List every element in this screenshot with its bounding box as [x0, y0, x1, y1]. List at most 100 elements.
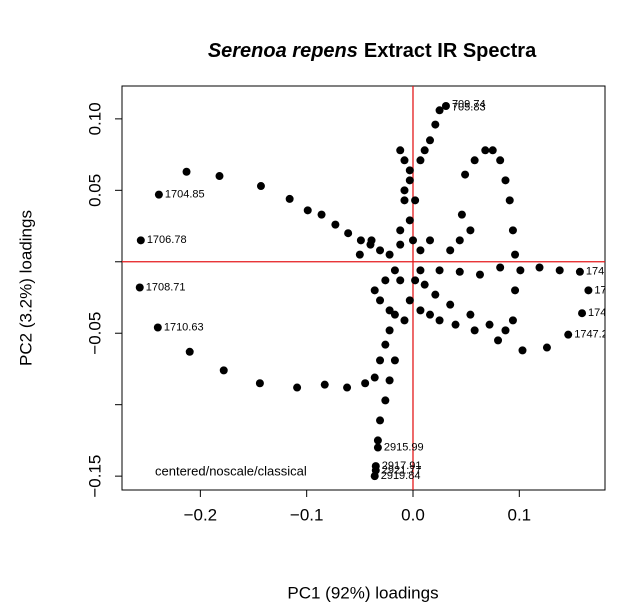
point	[370, 286, 379, 295]
point	[400, 186, 409, 195]
point	[411, 276, 420, 285]
point	[367, 236, 376, 245]
point	[154, 190, 163, 199]
point	[136, 236, 145, 245]
point	[435, 316, 444, 325]
point	[344, 229, 353, 238]
x-axis-label: PC1 (92%) loadings	[287, 583, 438, 602]
point	[182, 167, 191, 176]
point-label: 1745	[588, 307, 612, 319]
point	[451, 320, 460, 329]
point-label: 1741	[586, 266, 610, 278]
point	[256, 182, 265, 191]
point	[255, 379, 264, 388]
point	[376, 416, 385, 425]
point	[185, 347, 194, 356]
point	[435, 106, 444, 115]
point	[575, 267, 584, 276]
point	[400, 156, 409, 165]
point	[153, 323, 162, 332]
point	[376, 296, 385, 305]
point	[488, 146, 497, 155]
point	[555, 266, 564, 275]
point	[426, 310, 435, 319]
point	[411, 196, 420, 205]
point	[376, 246, 385, 255]
point	[426, 236, 435, 245]
point	[376, 356, 385, 365]
point	[219, 366, 228, 375]
point	[135, 283, 144, 292]
point-label: 2915.99	[384, 441, 424, 453]
point	[390, 356, 399, 365]
point	[370, 472, 379, 481]
point	[343, 383, 352, 392]
point-label: 1708.71	[146, 281, 186, 293]
point	[496, 156, 505, 165]
point	[405, 176, 414, 185]
y-tick-label: −0.05	[85, 312, 104, 355]
point	[215, 172, 224, 181]
plot-frame	[121, 85, 606, 491]
point	[435, 266, 444, 275]
point	[373, 436, 382, 445]
point-label: 2921.77	[382, 464, 422, 476]
point	[396, 146, 405, 155]
axes: −0.2 −0.1 0.0 0.1 0.10 0.05 −0.05 −0.15	[85, 102, 531, 524]
point	[505, 196, 514, 205]
point	[518, 346, 527, 355]
point	[396, 226, 405, 235]
point	[501, 176, 510, 185]
point	[446, 246, 455, 255]
point	[466, 226, 475, 235]
corner-note: centered/noscale/classical	[155, 463, 307, 478]
point	[385, 376, 394, 385]
plot-area: 1704.85 1706.78 1708.71 1710.63 1741 174 1745 1…	[122, 86, 612, 490]
point	[420, 146, 429, 155]
title-rest: Extract IR Spectra	[364, 40, 537, 62]
point-label: 709.74	[452, 98, 486, 110]
point	[317, 210, 326, 219]
point	[381, 396, 390, 405]
point	[441, 102, 450, 111]
point	[400, 316, 409, 325]
point	[470, 156, 479, 165]
y-tick-label: −0.15	[85, 455, 104, 498]
point	[457, 210, 466, 219]
x-tick-label: −0.2	[184, 505, 218, 524]
point	[446, 300, 455, 309]
point	[564, 330, 573, 339]
point	[373, 443, 382, 452]
point	[475, 270, 484, 279]
point	[578, 309, 587, 318]
x-tick-label: 0.0	[401, 505, 425, 524]
point-label: 705.83	[452, 101, 486, 113]
point-label: 1704.85	[165, 189, 205, 201]
point	[390, 266, 399, 275]
point	[494, 336, 503, 345]
point	[426, 136, 435, 145]
point-label: 1706.78	[147, 234, 187, 246]
point	[400, 196, 409, 205]
point-label: 1747.2	[574, 329, 608, 341]
point	[496, 263, 505, 272]
point	[481, 146, 490, 155]
point	[466, 310, 475, 319]
point	[516, 266, 525, 275]
x-tick-label: 0.1	[507, 505, 531, 524]
point	[485, 320, 494, 329]
point	[381, 340, 390, 349]
y-tick-label: 0.05	[85, 174, 104, 207]
point	[356, 236, 365, 245]
point	[431, 290, 440, 299]
point	[361, 379, 370, 388]
point	[508, 316, 517, 325]
x-tick-label: −0.1	[290, 505, 324, 524]
point	[501, 326, 510, 335]
point	[511, 286, 520, 295]
point	[542, 343, 551, 352]
point	[420, 280, 429, 289]
point	[455, 236, 464, 245]
point	[293, 383, 302, 392]
